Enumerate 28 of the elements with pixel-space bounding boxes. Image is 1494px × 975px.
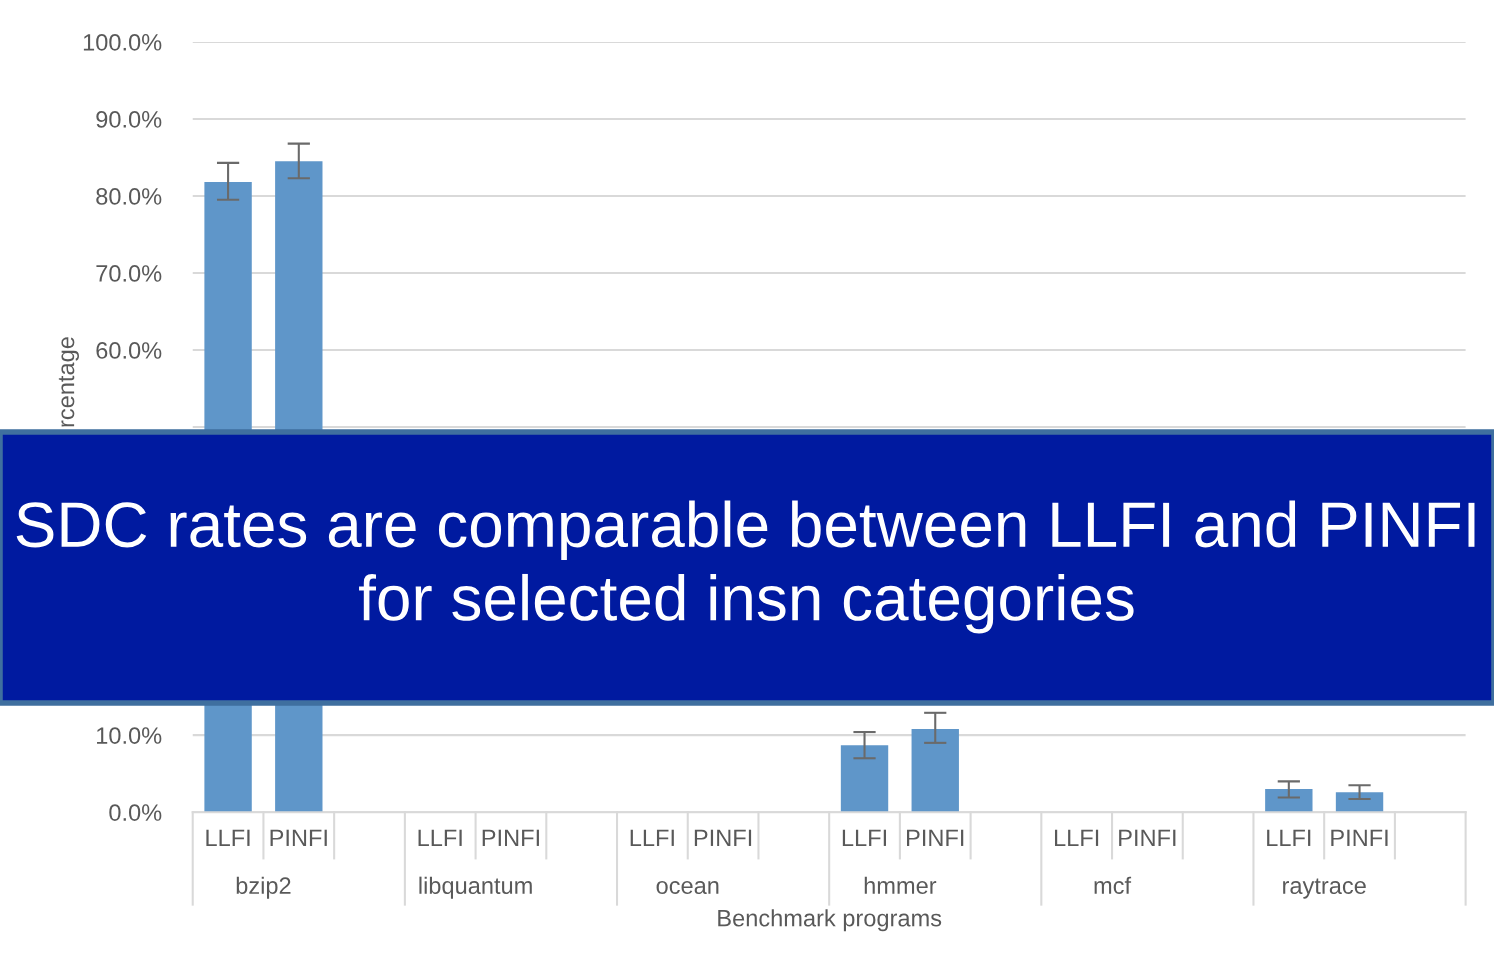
x-tick-label: PINFI: [270, 829, 327, 846]
x-tick-label: PINFI: [907, 829, 964, 846]
y-tick-label: 80.0%: [96, 188, 162, 205]
x-axis-title: Benchmark programs: [718, 909, 942, 932]
text: raytrace: [1283, 878, 1366, 899]
y-tick-label: 60.0%: [96, 342, 162, 359]
x-tick-label: PINFI: [1331, 829, 1388, 846]
x-tick-label: PINFI: [482, 829, 539, 846]
x-tick-label: LLFI: [1267, 829, 1311, 846]
x-tick-label: PINFI: [1119, 829, 1176, 846]
text: hmmer: [864, 876, 937, 894]
text: libquantum: [419, 876, 532, 899]
text: bzip2: [236, 876, 291, 899]
x-tick-label: PINFI: [694, 829, 752, 846]
x-tick-label: LLFI: [418, 829, 462, 846]
text: ocean: [656, 881, 719, 894]
x-tick-label: LLFI: [842, 829, 886, 846]
y-tick-label: 90.0%: [96, 111, 162, 128]
annotation: SDC rates are comparable between LLFI and PINFI for selected insn categories: [16, 500, 1475, 634]
y-axis-title: rcentage: [58, 337, 79, 427]
x-tick-label: LLFI: [206, 829, 250, 846]
y-tick-label: 70.0%: [96, 265, 162, 282]
y-tick-label: 100.0%: [83, 33, 162, 51]
y-tick-label: 0.0%: [109, 804, 162, 821]
y-tick-label: 10.0%: [97, 727, 162, 744]
x-tick-label: LLFI: [630, 829, 674, 846]
x-tick-label: LLFI: [1054, 829, 1099, 846]
text: mcf: [1094, 876, 1132, 894]
